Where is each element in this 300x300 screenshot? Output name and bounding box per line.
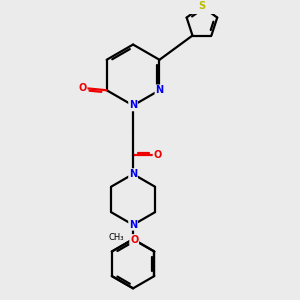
Text: S: S — [198, 2, 206, 11]
Text: CH₃: CH₃ — [109, 233, 124, 242]
Text: O: O — [78, 83, 87, 93]
Text: N: N — [129, 100, 137, 110]
Text: N: N — [129, 169, 137, 179]
Text: O: O — [130, 235, 138, 245]
Text: N: N — [129, 220, 137, 230]
Text: O: O — [154, 150, 162, 160]
Text: N: N — [155, 85, 164, 95]
